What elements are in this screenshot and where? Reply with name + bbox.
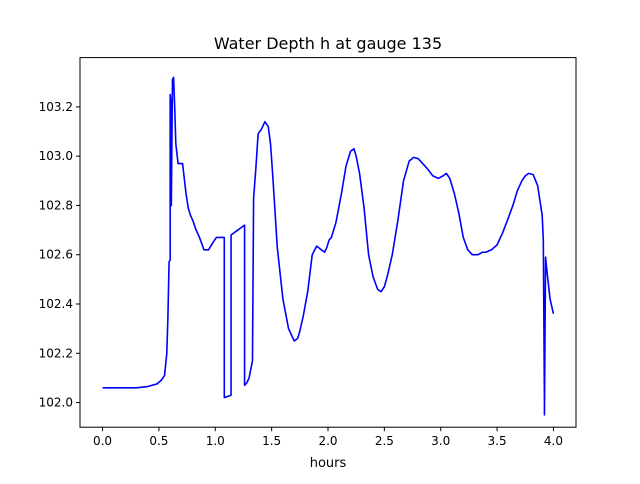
x-tick-label: 1.0 bbox=[206, 434, 225, 448]
x-axis: 0.0 0.5 1.0 1.5 2.0 2.5 3.0 3.5 4.0 bbox=[93, 427, 563, 448]
y-axis: 102.0 102.2 102.4 102.6 102.8 103.0 103.2 bbox=[39, 100, 80, 410]
y-tick-label: 102.2 bbox=[39, 346, 73, 360]
y-tick-label: 102.6 bbox=[39, 248, 73, 262]
x-axis-label: hours bbox=[310, 456, 347, 471]
x-tick-label: 4.0 bbox=[544, 434, 563, 448]
y-tick-label: 102.0 bbox=[39, 396, 73, 410]
x-tick-label: 2.5 bbox=[375, 434, 394, 448]
series-line-0 bbox=[102, 76, 555, 416]
x-tick-label: 3.0 bbox=[431, 434, 450, 448]
x-tick-label: 3.5 bbox=[488, 434, 507, 448]
plot-area bbox=[102, 76, 555, 416]
x-tick-label: 2.0 bbox=[318, 434, 337, 448]
x-tick-label: 0.5 bbox=[149, 434, 168, 448]
y-tick-label: 103.0 bbox=[39, 149, 73, 163]
y-tick-label: 103.2 bbox=[39, 100, 73, 114]
y-tick-label: 102.4 bbox=[39, 297, 73, 311]
chart-title: Water Depth h at gauge 135 bbox=[214, 34, 442, 53]
x-tick-label: 0.0 bbox=[93, 434, 112, 448]
x-tick-label: 1.5 bbox=[262, 434, 281, 448]
y-tick-label: 102.8 bbox=[39, 198, 73, 212]
